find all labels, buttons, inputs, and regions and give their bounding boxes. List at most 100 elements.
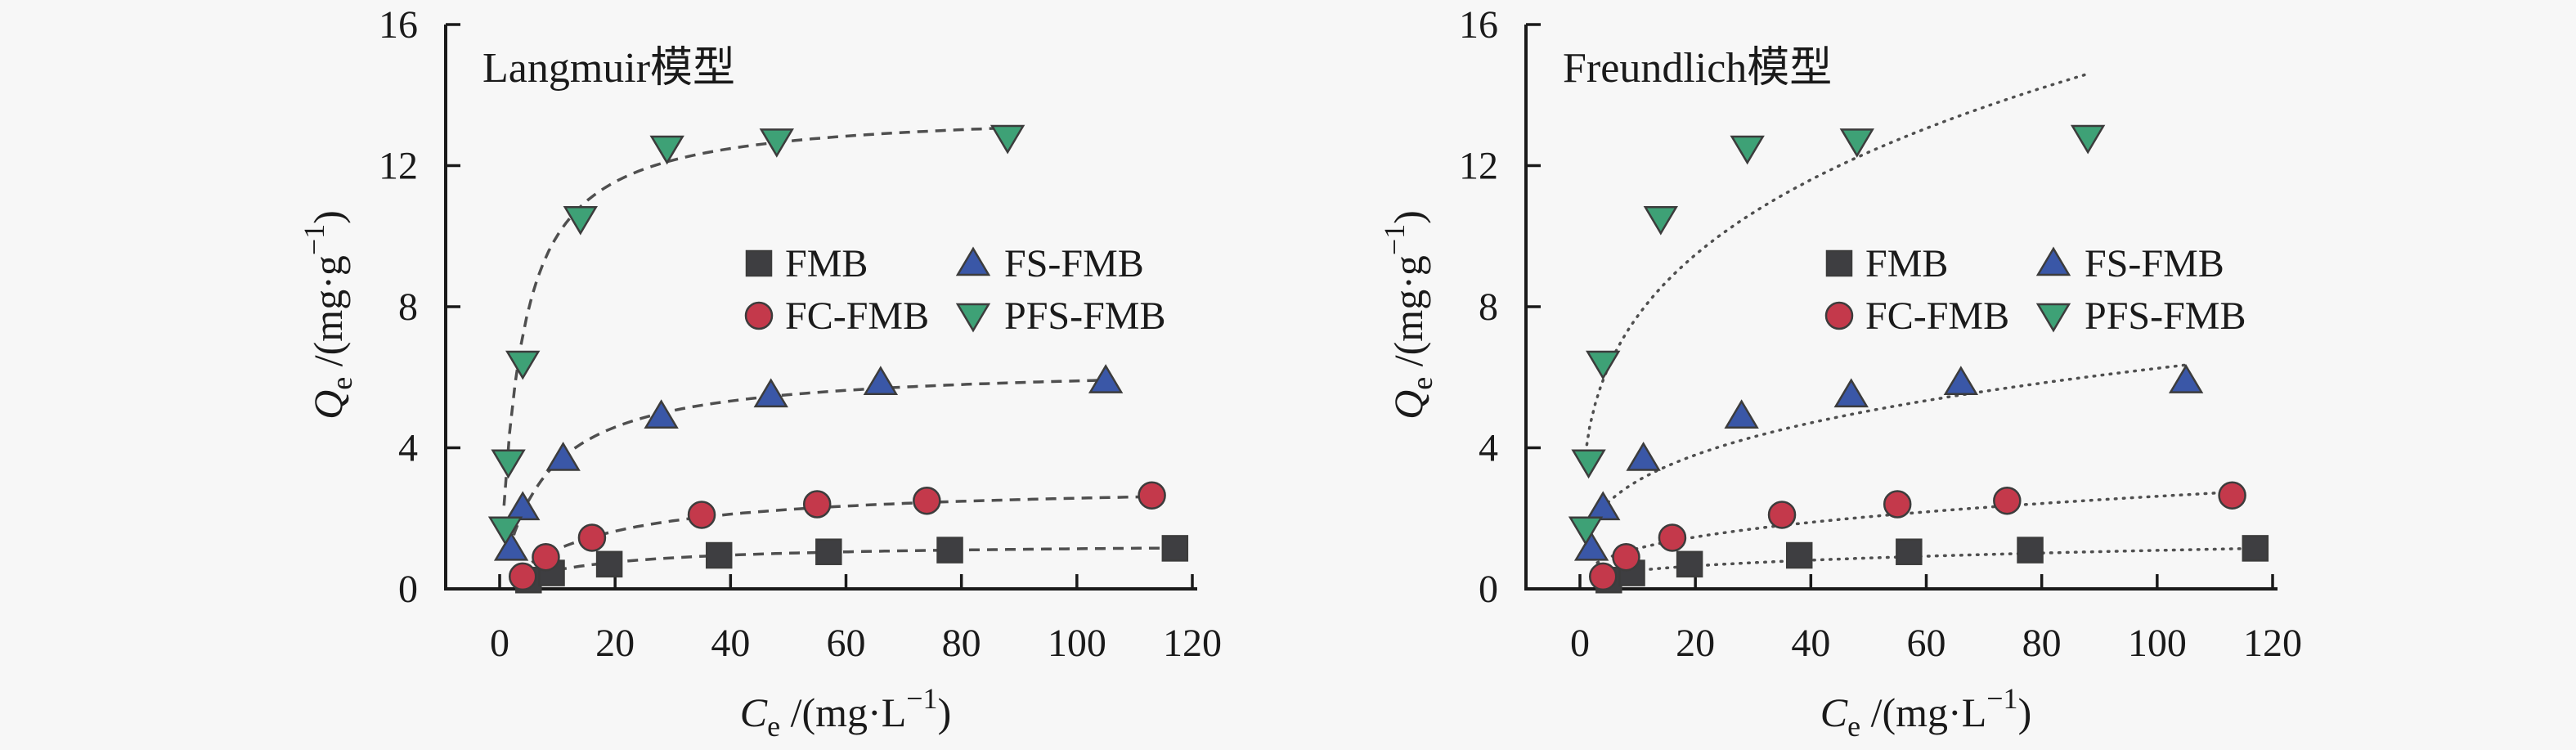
x-tick-label: 40 xyxy=(711,622,750,665)
x-axis-label-sym: C xyxy=(740,689,768,735)
x-axis-label-sup: −1 xyxy=(1986,682,2017,715)
pfs-fmb-fit-curve xyxy=(1582,72,2089,463)
y-tick-label: 8 xyxy=(1479,285,1498,329)
y-axis-label-sup: −1 xyxy=(1378,224,1411,255)
pfs-fmb-data-point xyxy=(759,128,794,158)
x-axis-label: Ce /(mg·L−1) xyxy=(1820,682,2031,743)
x-tick-label: 100 xyxy=(1048,622,1106,665)
fs-fmb-data-point xyxy=(1586,491,1621,521)
y-tick-label: 16 xyxy=(1459,3,1498,47)
fs-fmb-legend-icon xyxy=(955,246,991,276)
pfs-fmb-fit-curve xyxy=(502,126,1008,506)
y-tick-label: 16 xyxy=(379,3,418,47)
y-axis-label: Qe /(mg·g−1) xyxy=(298,210,358,420)
legend-label: FMB xyxy=(785,242,868,285)
legend-label: FMB xyxy=(1865,242,1948,285)
x-tick-label: 20 xyxy=(1676,622,1715,665)
fs-fmb-data-point xyxy=(1943,366,1979,395)
fs-fmb-legend-icon xyxy=(2035,246,2071,276)
fc-fmb-data-point xyxy=(802,490,832,519)
fmb-data-point xyxy=(595,550,623,578)
fc-fmb-fit-curve xyxy=(516,495,1152,574)
fc-fmb-data-point xyxy=(1138,481,1166,510)
y-axis-label-sup: −1 xyxy=(298,224,330,255)
fmb-data-point xyxy=(1676,550,1703,578)
pfs-fmb-data-point xyxy=(990,124,1025,155)
fmb-fit-curve xyxy=(1600,546,2257,577)
fs-fmb-data-point xyxy=(505,491,541,521)
fc-fmb-data-point xyxy=(577,523,607,552)
x-tick-label: 40 xyxy=(1791,622,1830,665)
x-axis-label-sym: C xyxy=(1820,689,1848,735)
fc-fmb-data-point xyxy=(1993,486,2022,515)
y-tick-label: 0 xyxy=(1479,568,1498,611)
pfs-fmb-data-point xyxy=(2070,124,2106,155)
fs-fmb-data-point xyxy=(1626,441,1661,471)
x-tick-label: 80 xyxy=(2022,622,2062,665)
fs-fmb-data-point xyxy=(1573,531,1609,561)
fc-fmb-data-point xyxy=(913,486,941,515)
fmb-data-point xyxy=(1896,538,1923,565)
pfs-fmb-legend-icon xyxy=(955,303,991,333)
x-tick-label: 80 xyxy=(942,622,981,665)
fmb-data-point xyxy=(936,537,963,564)
fc-fmb-data-point xyxy=(1767,501,1797,529)
fmb-data-point xyxy=(2242,535,2269,562)
fc-fmb-data-point xyxy=(687,501,716,529)
axis-frame xyxy=(444,25,1197,591)
y-tick-label: 12 xyxy=(1459,145,1498,188)
fmb-data-point xyxy=(1785,541,1813,569)
y-axis-label-sym: Q xyxy=(1385,390,1431,420)
langmuir-panel: 0 20 40 60 80 100 120 0 4 8 12 16 Langmuir模型 Ce /(mg·… xyxy=(298,3,1222,743)
fs-fmb-data-point xyxy=(493,531,529,561)
pfs-fmb-legend-icon xyxy=(2035,303,2071,333)
pfs-fmb-data-point xyxy=(1730,135,1765,165)
pfs-fmb-data-point xyxy=(1839,128,1874,158)
x-axis-label-end: ) xyxy=(2018,689,2032,735)
y-axis-label-mid: /(mg·g xyxy=(305,255,351,377)
fc-fmb-data-point xyxy=(1588,562,1618,591)
y-axis-label-end: ) xyxy=(1385,210,1431,224)
legend: FMB FC-FMB FS-FMB PFS-FMB xyxy=(744,242,1165,338)
fmb-legend-icon xyxy=(745,249,773,277)
legend-label: PFS-FMB xyxy=(1004,294,1165,338)
pfs-fmb-data-point xyxy=(1568,516,1604,546)
panel-title: Freundlich模型 xyxy=(1563,45,1832,92)
x-tick-label: 20 xyxy=(595,622,635,665)
legend-label: FC-FMB xyxy=(785,294,929,338)
fs-fmb-data-point xyxy=(1833,378,1869,408)
pfs-fmb-data-point xyxy=(487,516,523,546)
fc-fmb-legend-icon xyxy=(744,301,774,330)
legend-label: PFS-FMB xyxy=(2085,294,2246,338)
x-axis-label-sub: e xyxy=(767,710,780,743)
y-axis-label-end: ) xyxy=(305,210,351,224)
pfs-fmb-data-point xyxy=(491,449,526,479)
pfs-fmb-data-point xyxy=(649,135,684,165)
fs-fmb-data-point xyxy=(863,366,899,395)
y-axis-label-sub: e xyxy=(1406,377,1438,390)
legend-label: FS-FMB xyxy=(1004,242,1144,285)
fc-fmb-legend-icon xyxy=(1824,301,1854,330)
fs-fmb-data-point xyxy=(545,441,581,471)
fs-fmb-data-point xyxy=(753,378,788,408)
x-tick-label: 0 xyxy=(1570,622,1590,665)
fs-fmb-data-point xyxy=(644,399,679,429)
pfs-fmb-data-point xyxy=(1643,205,1679,236)
fs-fmb-data-point xyxy=(1724,399,1759,429)
fmb-legend-icon xyxy=(1825,249,1853,277)
fmb-data-point xyxy=(705,541,733,569)
x-axis-label: Ce /(mg·L−1) xyxy=(740,682,951,743)
x-tick-label: 120 xyxy=(1163,622,1222,665)
fmb-data-point xyxy=(815,538,842,565)
y-axis-label: Qe /(mg·g−1) xyxy=(1378,210,1438,420)
y-axis-label-mid: /(mg·g xyxy=(1385,255,1431,377)
x-tick-label: 60 xyxy=(1907,622,1946,665)
y-axis-label-sub: e xyxy=(325,377,358,390)
panel-title: Langmuir模型 xyxy=(482,45,735,92)
fs-fmb-data-point xyxy=(2168,364,2204,393)
fc-fmb-data-point xyxy=(1883,490,1912,519)
pfs-fmb-data-point xyxy=(563,205,599,236)
x-tick-label: 0 xyxy=(490,622,509,665)
